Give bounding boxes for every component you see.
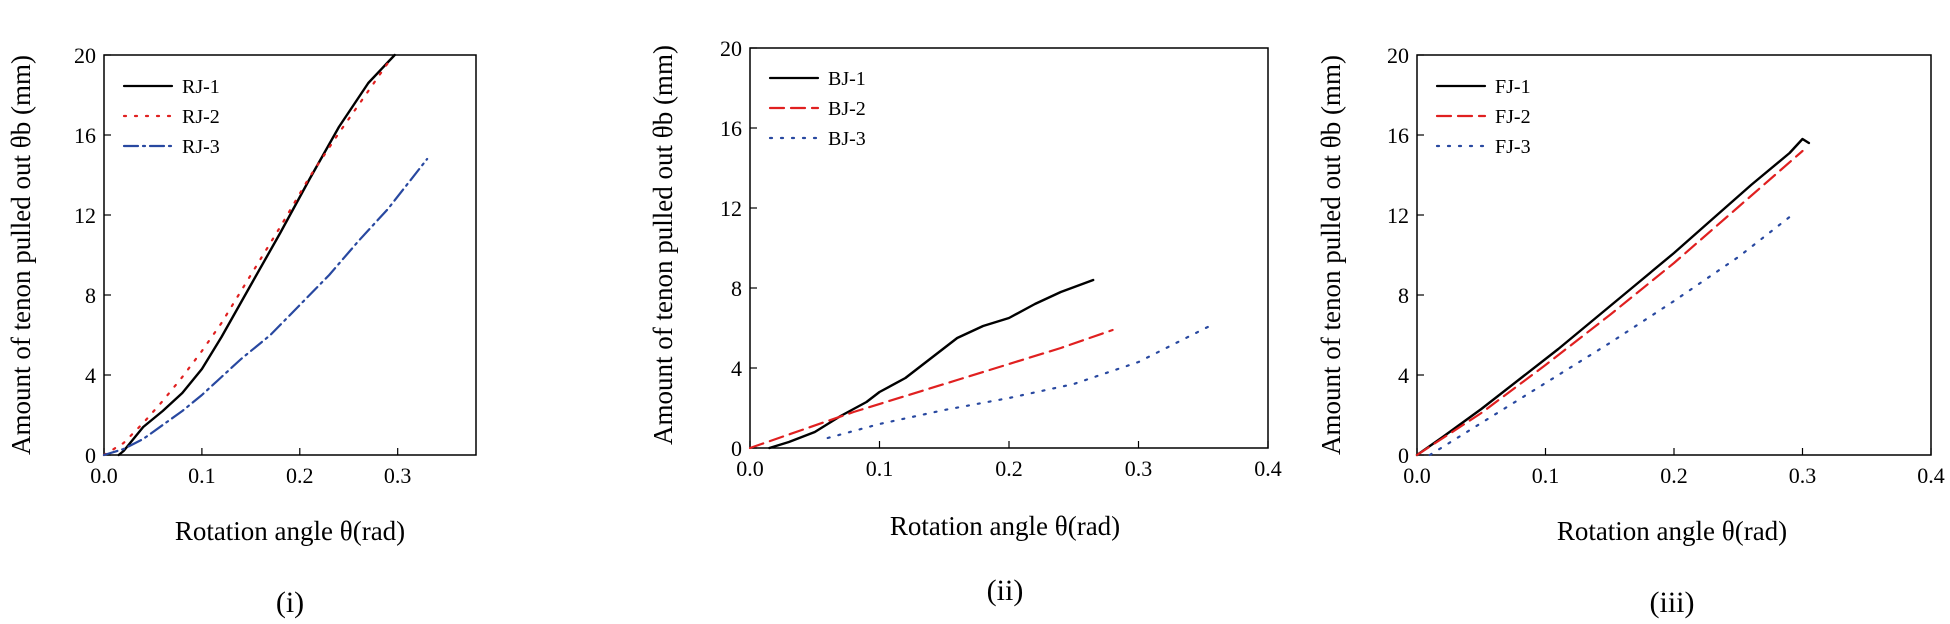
y-tick-label-i: 0 [85, 443, 96, 468]
y-tick-label-i: 12 [74, 203, 96, 228]
legend-label-bj-1: BJ-1 [828, 68, 866, 90]
y-tick-label-iii: 20 [1387, 43, 1409, 68]
y-tick-label-iii: 4 [1398, 363, 1409, 388]
y-axis-label-ii: Amount of tenon pulled out θb (mm) [648, 45, 678, 445]
series-line-rj-3 [102, 157, 429, 457]
panel-ii: 0.0 0.1 0.2 0.3 0.4 0 4 8 12 16 20 BJ-1 BJ-2 BJ-3 Ro… [648, 36, 1282, 607]
ticks-ii: 0.0 0.1 0.2 0.3 0.4 0 4 8 12 16 20 [720, 36, 1282, 481]
series-line-fj-3 [1428, 215, 1791, 457]
y-tick-label-iii: 16 [1387, 123, 1409, 148]
x-tick-label-iii: 0.1 [1532, 463, 1560, 488]
y-tick-label-i: 16 [74, 123, 96, 148]
series-ii [748, 278, 1211, 450]
y-axis-label-i: Amount of tenon pulled out θb (mm) [6, 55, 36, 455]
legend-ii: BJ-1 BJ-2 BJ-3 [768, 68, 866, 150]
y-axis-label-iii: Amount of tenon pulled out θb (mm) [1316, 55, 1346, 455]
x-tick-label-ii: 0.3 [1125, 456, 1153, 481]
y-tick-label-ii: 8 [731, 276, 742, 301]
series-line-bj-1 [768, 278, 1095, 450]
x-tick-label-iii: 0.3 [1789, 463, 1817, 488]
caption-ii: (ii) [987, 574, 1024, 607]
series-line-rj-2 [102, 61, 389, 457]
caption-i: (i) [276, 586, 304, 619]
x-tick-label-iii: 0.4 [1917, 463, 1945, 488]
legend-label-fj-1: FJ-1 [1495, 76, 1531, 98]
x-axis-label-ii: Rotation angle θ(rad) [890, 511, 1120, 541]
y-tick-label-i: 4 [85, 363, 96, 388]
x-tick-label-ii: 0.4 [1254, 456, 1282, 481]
y-tick-label-iii: 12 [1387, 203, 1409, 228]
ticks-i: 0.0 0.1 0.2 0.3 0 4 8 12 16 20 [74, 43, 411, 488]
series-line-fj-1 [1415, 137, 1811, 457]
series-line-fj-2 [1415, 149, 1804, 457]
y-tick-label-ii: 16 [720, 116, 742, 141]
x-tick-label-iii: 0.0 [1403, 463, 1431, 488]
x-tick-label-i: 0.2 [286, 463, 314, 488]
y-tick-label-ii: 12 [720, 196, 742, 221]
legend-iii: FJ-1 FJ-2 FJ-3 [1435, 76, 1531, 158]
x-tick-label-ii: 0.2 [995, 456, 1023, 481]
x-tick-label-i: 0.3 [384, 463, 412, 488]
x-tick-label-i: 0.0 [90, 463, 118, 488]
legend-i: RJ-1 RJ-2 RJ-3 [122, 76, 220, 158]
legend-label-bj-3: BJ-3 [828, 128, 866, 150]
legend-label-rj-3: RJ-3 [182, 136, 220, 158]
x-tick-label-iii: 0.2 [1660, 463, 1688, 488]
series-line-bj-2 [748, 328, 1114, 450]
panel-i: 0.0 0.1 0.2 0.3 0 4 8 12 16 20 RJ-1 RJ-2 RJ-3 Rotat… [6, 43, 477, 619]
legend-label-fj-2: FJ-2 [1495, 106, 1531, 128]
y-tick-label-ii: 0 [731, 436, 742, 461]
x-axis-label-iii: Rotation angle θ(rad) [1557, 516, 1787, 546]
series-line-rj-1 [117, 53, 396, 457]
y-tick-label-iii: 8 [1398, 283, 1409, 308]
legend-label-rj-2: RJ-2 [182, 106, 220, 128]
plot-frame-i [103, 54, 477, 456]
x-tick-label-ii: 0.1 [866, 456, 894, 481]
x-tick-label-i: 0.1 [188, 463, 216, 488]
series-iii [1415, 137, 1811, 457]
x-tick-label-ii: 0.0 [736, 456, 764, 481]
caption-iii: (iii) [1650, 586, 1695, 619]
y-tick-label-iii: 0 [1398, 443, 1409, 468]
legend-label-rj-1: RJ-1 [182, 76, 220, 98]
y-tick-label-i: 8 [85, 283, 96, 308]
y-tick-label-i: 20 [74, 43, 96, 68]
y-tick-label-ii: 20 [720, 36, 742, 61]
legend-label-bj-2: BJ-2 [828, 98, 866, 120]
series-i [102, 53, 429, 457]
y-tick-label-ii: 4 [731, 356, 742, 381]
ticks-iii: 0.0 0.1 0.2 0.3 0.4 0 4 8 12 16 20 [1387, 43, 1945, 488]
series-line-bj-3 [826, 324, 1211, 440]
x-axis-label-i: Rotation angle θ(rad) [175, 516, 405, 546]
legend-label-fj-3: FJ-3 [1495, 136, 1531, 158]
panel-iii: 0.0 0.1 0.2 0.3 0.4 0 4 8 12 16 20 FJ-1 FJ-2 FJ-3 Ro… [1316, 43, 1945, 619]
